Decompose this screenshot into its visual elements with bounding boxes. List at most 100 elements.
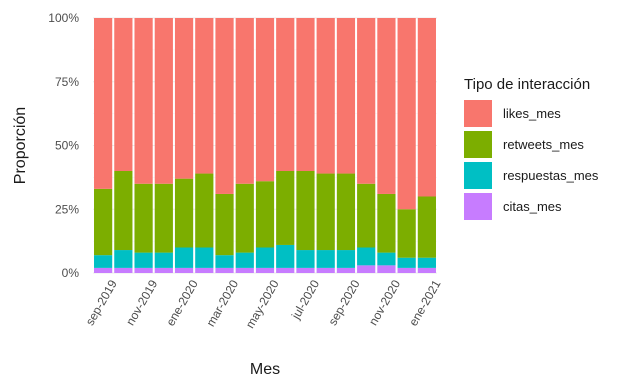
bar-stack <box>195 18 214 273</box>
legend-title: Tipo de interacción <box>464 76 590 93</box>
bar-stack <box>276 18 295 273</box>
bar-segment-respuestas-mes <box>174 247 194 268</box>
bar-segment-respuestas-mes <box>417 257 436 268</box>
bar-segment-likes-mes <box>336 18 356 174</box>
x-axis-title: Mes <box>250 361 280 378</box>
bar-segment-likes-mes <box>94 18 113 189</box>
x-tick-label: sep-2019 <box>83 277 120 328</box>
bar-segment-respuestas-mes <box>296 250 315 268</box>
bar-segment-citas-mes <box>134 267 153 273</box>
bar-segment-likes-mes <box>397 18 416 210</box>
x-tick-label: sep-2020 <box>326 277 363 328</box>
bar-segment-retweets-mes <box>94 188 113 256</box>
y-axis-title: Proporción <box>12 107 29 184</box>
bar-segment-citas-mes <box>215 267 234 273</box>
legend-swatch <box>464 131 492 158</box>
bar-segment-citas-mes <box>94 267 113 273</box>
bar-segment-retweets-mes <box>397 209 416 258</box>
bar-segment-retweets-mes <box>235 183 254 253</box>
bar-stack <box>316 18 335 273</box>
bar-segment-citas-mes <box>377 265 396 273</box>
legend-label: citas_mes <box>503 199 562 214</box>
legend-swatch <box>464 193 492 220</box>
bar-segment-respuestas-mes <box>114 250 133 268</box>
bar-segment-likes-mes <box>195 18 214 174</box>
legend-items: likes_mes retweets_mes respuestas_mescitas… <box>464 100 599 220</box>
bar-stack <box>174 18 194 273</box>
bar-segment-citas-mes <box>296 267 315 273</box>
bar-stack <box>377 18 396 273</box>
bar-segment-likes-mes <box>114 18 133 171</box>
bar-segment-citas-mes <box>357 265 376 273</box>
bar-segment-respuestas-mes <box>94 255 113 268</box>
bar-segment-likes-mes <box>377 18 396 194</box>
x-tick-label: mar-2020 <box>203 277 241 329</box>
y-tick-label: 75% <box>55 75 79 89</box>
legend-item: respuestas_mes <box>464 162 599 189</box>
bar-segment-retweets-mes <box>357 183 376 248</box>
bar-segment-respuestas-mes <box>276 244 295 268</box>
legend-swatch <box>464 100 492 127</box>
bar-segment-retweets-mes <box>255 181 275 248</box>
bar-segment-respuestas-mes <box>336 250 356 268</box>
legend-item: retweets_mes <box>464 131 584 158</box>
legend-label: likes_mes <box>503 106 561 121</box>
bar-segment-respuestas-mes <box>316 250 335 268</box>
legend-item: likes_mes <box>464 100 561 127</box>
bar-segment-likes-mes <box>417 18 436 197</box>
x-tick-label: nov-2019 <box>123 277 160 328</box>
bar-stack <box>215 18 234 273</box>
bar-segment-likes-mes <box>296 18 315 171</box>
bar-segment-citas-mes <box>174 267 194 273</box>
y-axis-ticks: 0% 25% 50% 75% 100% <box>48 11 79 280</box>
bar-stack <box>336 18 356 273</box>
bar-segment-retweets-mes <box>417 196 436 258</box>
plot-panel: 0% 25% 50% 75% 100% sep-2019 nov-2019 ene-2020… <box>48 11 443 331</box>
bar-segment-retweets-mes <box>336 173 356 251</box>
bar-stack <box>114 18 133 273</box>
bar-segment-likes-mes <box>255 18 275 182</box>
x-tick-label: jul-2020 <box>288 277 322 322</box>
y-tick-label: 100% <box>48 11 79 25</box>
bars <box>94 18 436 273</box>
legend-item: citas_mes <box>464 193 562 220</box>
legend: Tipo de interacción likes_mes retweets_me… <box>464 76 599 220</box>
bar-segment-retweets-mes <box>174 178 194 248</box>
bar-segment-likes-mes <box>235 18 254 184</box>
x-tick-label: may-2020 <box>243 277 282 330</box>
bar-segment-retweets-mes <box>195 173 214 248</box>
bar-segment-citas-mes <box>154 267 173 273</box>
bar-segment-retweets-mes <box>276 171 295 245</box>
bar-stack <box>94 18 113 273</box>
bar-segment-retweets-mes <box>134 183 153 253</box>
bar-segment-retweets-mes <box>215 193 234 256</box>
legend-swatch <box>464 162 492 189</box>
bar-segment-retweets-mes <box>316 173 335 251</box>
bar-segment-likes-mes <box>316 18 335 174</box>
x-tick-label: ene-2021 <box>406 277 444 328</box>
y-tick-label: 0% <box>62 266 80 280</box>
bar-stack <box>134 18 153 273</box>
bar-segment-citas-mes <box>397 267 416 273</box>
bar-segment-respuestas-mes <box>215 255 234 268</box>
bar-segment-respuestas-mes <box>235 252 254 268</box>
bar-segment-respuestas-mes <box>255 247 275 268</box>
bar-segment-respuestas-mes <box>134 252 153 268</box>
bar-segment-respuestas-mes <box>397 257 416 268</box>
y-tick-label: 50% <box>55 139 79 153</box>
bar-segment-citas-mes <box>195 267 214 273</box>
bar-segment-respuestas-mes <box>357 247 376 266</box>
bar-segment-citas-mes <box>316 267 335 273</box>
bar-segment-citas-mes <box>255 267 275 273</box>
y-tick-label: 25% <box>55 202 79 216</box>
bar-segment-retweets-mes <box>377 193 396 253</box>
bar-stack <box>255 18 275 273</box>
bar-segment-likes-mes <box>154 18 173 184</box>
x-axis-ticks: sep-2019 nov-2019 ene-2020 mar-2020 may-2020… <box>83 277 444 331</box>
bar-segment-likes-mes <box>174 18 194 179</box>
bar-stack <box>417 18 436 273</box>
bar-segment-retweets-mes <box>296 171 315 251</box>
legend-label: respuestas_mes <box>503 168 599 183</box>
bar-stack <box>357 18 376 273</box>
